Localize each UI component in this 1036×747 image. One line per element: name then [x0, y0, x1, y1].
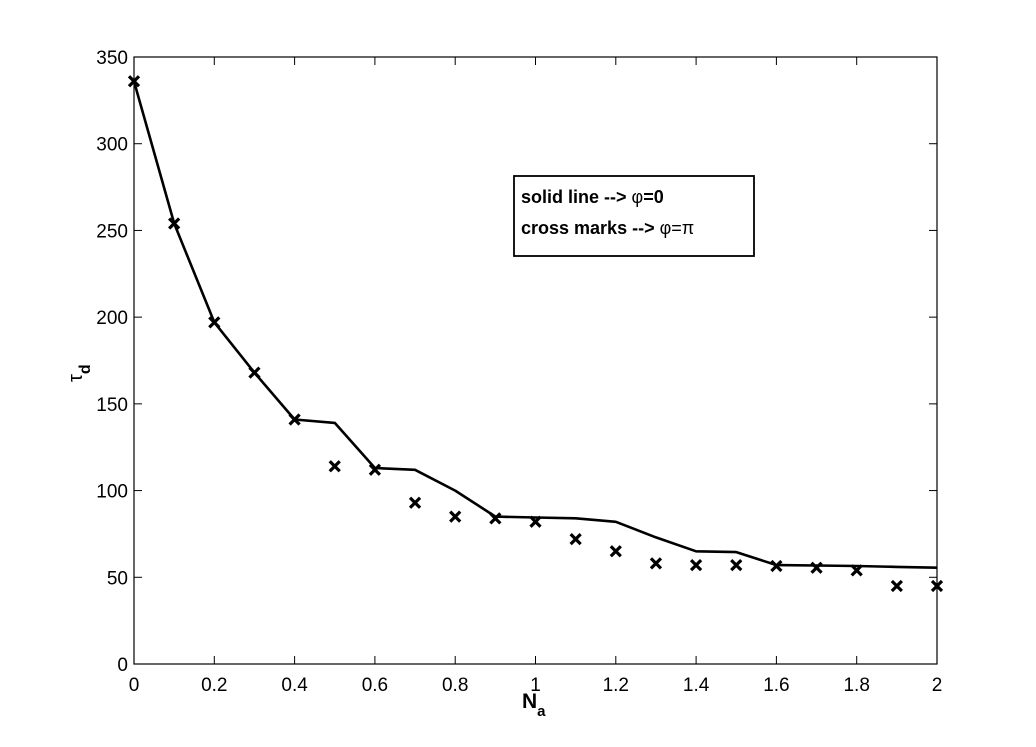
cross-mark-point [489, 512, 502, 525]
plot-area [133, 56, 938, 665]
cross-mark-point [328, 460, 341, 473]
cross-mark-point [850, 564, 863, 577]
x-tick-label: 1.2 [603, 675, 629, 696]
cross-mark-point [168, 217, 181, 230]
y-axis: 0 50 100 150 200 250 300 350 [96, 48, 937, 676]
legend-entry-solid-line: solid line --> φ=0 [521, 187, 664, 207]
y-tick-label: 0 [117, 655, 128, 676]
cross-mark-point [770, 559, 783, 573]
cross-mark-point [248, 366, 261, 379]
y-axis-label: τd [65, 364, 94, 382]
y-tick-label: 350 [96, 48, 128, 69]
cross-mark-point [810, 561, 823, 574]
x-axis-label-subscript: a [537, 703, 546, 720]
y-tick-label: 150 [96, 395, 128, 416]
series-line-phi-0 [132, 80, 938, 569]
cross-mark-point [930, 579, 944, 593]
cross-mark-point [368, 463, 382, 476]
y-tick-label: 200 [96, 308, 128, 329]
legend-entry-cross-marks: cross marks --> φ=π [521, 218, 694, 238]
x-tick-label: 0.8 [442, 675, 468, 696]
y-tick-label: 300 [96, 135, 128, 156]
cross-mark-point [288, 413, 301, 426]
x-tick-label: 0.6 [362, 675, 388, 696]
x-tick-label: 1 [530, 675, 541, 696]
cross-mark-point [208, 316, 221, 329]
y-tick-label: 50 [107, 568, 128, 589]
y-tick-label: 100 [96, 482, 128, 503]
y-tick-label: 250 [96, 221, 128, 242]
legend-box [513, 175, 755, 257]
cross-mark-point [529, 515, 542, 528]
cross-mark-point [449, 510, 462, 523]
x-axis: 0 0.2 0.4 0.6 0.8 1 1.2 1.4 1.6 1.8 2 [129, 57, 943, 696]
series-group [127, 75, 944, 593]
legend: solid line --> φ=0 cross marks --> φ=π [513, 175, 755, 257]
cross-mark-point [730, 559, 743, 572]
cross-mark-point [649, 557, 663, 570]
x-tick-label: 0.2 [201, 675, 227, 696]
cross-mark-point [890, 579, 903, 593]
x-tick-label: 0 [129, 675, 140, 696]
cross-mark-point [689, 559, 703, 572]
x-tick-label: 0.4 [281, 675, 308, 696]
x-axis-label: Na [522, 690, 546, 720]
cross-mark-point [609, 545, 622, 558]
x-tick-label: 1.8 [843, 675, 869, 696]
x-tick-label: 1.6 [763, 675, 789, 696]
x-tick-label: 1.4 [683, 675, 710, 696]
y-axis-label-subscript: d [77, 364, 94, 374]
x-tick-label: 2 [932, 675, 943, 696]
cross-mark-point [408, 496, 422, 509]
cross-mark-point [127, 75, 141, 88]
cross-mark-point [569, 532, 582, 546]
